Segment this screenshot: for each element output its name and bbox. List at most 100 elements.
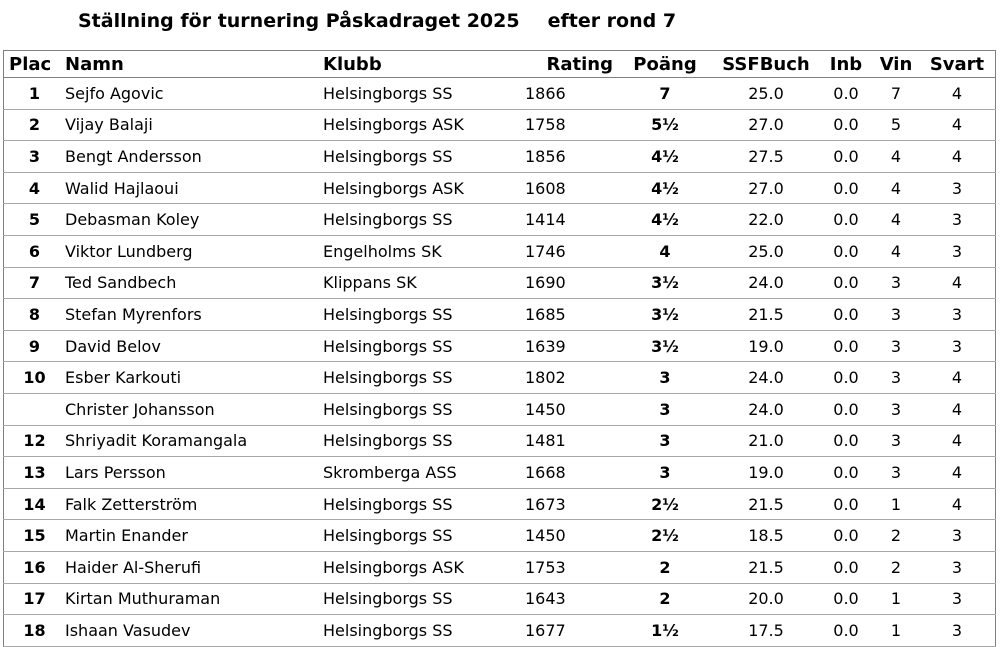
cell-black: 3 [919,583,996,616]
cell-club: Engelholms SK [323,235,523,268]
cell-buchholz: 27.5 [713,140,819,173]
cell-inb: 0.0 [819,393,873,426]
round-subtitle: efter rond 7 [547,10,677,32]
cell-wins: 5 [873,109,919,142]
cell-points: 4½ [617,203,713,236]
cell-buchholz: 18.5 [713,519,819,552]
cell-points: 4 [617,235,713,268]
cell-buchholz: 27.0 [713,109,819,142]
cell-points: 2 [617,583,713,616]
cell-buchholz: 21.0 [713,425,819,458]
cell-name: Falk Zetterström [65,488,323,521]
cell-black: 3 [919,298,996,331]
cell-plac: 5 [3,203,65,236]
column-header-black: Svart [919,50,996,78]
cell-wins: 2 [873,551,919,584]
column-header-wins: Vin [873,50,919,78]
cell-black: 3 [919,203,996,236]
column-header-buchholz: SSFBuch [713,50,819,78]
column-header-inb: Inb [819,50,873,78]
cell-club: Helsingborgs SS [323,583,523,616]
cell-name: Debasman Koley [65,203,323,236]
cell-wins: 3 [873,361,919,394]
cell-plac: 15 [3,519,65,552]
cell-buchholz: 21.5 [713,551,819,584]
cell-club: Helsingborgs SS [323,519,523,552]
table-row: 15 Martin Enander Helsingborgs SS 1450 2½ 18.… [3,519,996,552]
cell-buchholz: 24.0 [713,361,819,394]
cell-buchholz: 19.0 [713,456,819,489]
cell-plac: 13 [3,456,65,489]
cell-club: Helsingborgs SS [323,330,523,363]
cell-name: Sejfo Agovic [65,77,323,110]
cell-rating: 1450 [523,519,617,552]
cell-plac: 2 [3,109,65,142]
cell-club: Klippans SK [323,267,523,300]
cell-rating: 1866 [523,77,617,110]
cell-black: 4 [919,361,996,394]
cell-rating: 1414 [523,203,617,236]
cell-club: Helsingborgs SS [323,361,523,394]
cell-wins: 4 [873,235,919,268]
cell-rating: 1639 [523,330,617,363]
cell-points: 3 [617,393,713,426]
cell-plac: 14 [3,488,65,521]
cell-points: 2½ [617,519,713,552]
table-row: 13 Lars Persson Skromberga ASS 1668 3 19.0 0.0… [3,456,996,489]
cell-plac: 9 [3,330,65,363]
cell-plac: 6 [3,235,65,268]
cell-buchholz: 22.0 [713,203,819,236]
table-row: 2 Vijay Balaji Helsingborgs ASK 1758 5½ 27.0 0… [3,109,996,142]
cell-wins: 4 [873,172,919,205]
column-header-club: Klubb [323,50,523,78]
cell-club: Helsingborgs SS [323,140,523,173]
cell-points: 3 [617,361,713,394]
cell-points: 2 [617,551,713,584]
cell-plac: 16 [3,551,65,584]
cell-rating: 1677 [523,614,617,647]
cell-name: Ishaan Vasudev [65,614,323,647]
cell-inb: 0.0 [819,330,873,363]
tournament-title: Ställning för turnering Påskadraget 2025 [78,10,520,32]
table-row: 18 Ishaan Vasudev Helsingborgs SS 1677 1½ 17.… [3,614,996,647]
cell-buchholz: 17.5 [713,614,819,647]
cell-club: Helsingborgs SS [323,393,523,426]
table-row: 12 Shriyadit Koramangala Helsingborgs SS 14… [3,425,996,458]
cell-inb: 0.0 [819,583,873,616]
cell-inb: 0.0 [819,203,873,236]
cell-points: 3½ [617,330,713,363]
cell-inb: 0.0 [819,172,873,205]
cell-plac [3,393,65,426]
cell-wins: 1 [873,583,919,616]
table-row: 10 Esber Karkouti Helsingborgs SS 1802 3 24.0… [3,361,996,394]
cell-wins: 4 [873,203,919,236]
cell-inb: 0.0 [819,109,873,142]
table-row: 4 Walid Hajlaoui Helsingborgs ASK 1608 4½ 27.… [3,172,996,205]
cell-wins: 3 [873,425,919,458]
cell-rating: 1643 [523,583,617,616]
table-row: 6 Viktor Lundberg Engelholms SK 1746 4 25.0 0.… [3,235,996,268]
cell-wins: 3 [873,267,919,300]
cell-wins: 1 [873,614,919,647]
cell-club: Helsingborgs ASK [323,109,523,142]
cell-black: 4 [919,488,996,521]
cell-wins: 1 [873,488,919,521]
cell-buchholz: 19.0 [713,330,819,363]
cell-club: Helsingborgs SS [323,488,523,521]
cell-inb: 0.0 [819,488,873,521]
cell-name: Shriyadit Koramangala [65,425,323,458]
cell-black: 3 [919,330,996,363]
table-row: 17 Kirtan Muthuraman Helsingborgs SS 1643 2 2… [3,583,996,616]
cell-plac: 17 [3,583,65,616]
cell-name: Vijay Balaji [65,109,323,142]
cell-inb: 0.0 [819,456,873,489]
cell-rating: 1685 [523,298,617,331]
cell-buchholz: 21.5 [713,298,819,331]
cell-inb: 0.0 [819,77,873,110]
cell-black: 3 [919,614,996,647]
cell-rating: 1668 [523,456,617,489]
cell-points: 3½ [617,267,713,300]
cell-buchholz: 20.0 [713,583,819,616]
cell-black: 3 [919,551,996,584]
cell-points: 2½ [617,488,713,521]
